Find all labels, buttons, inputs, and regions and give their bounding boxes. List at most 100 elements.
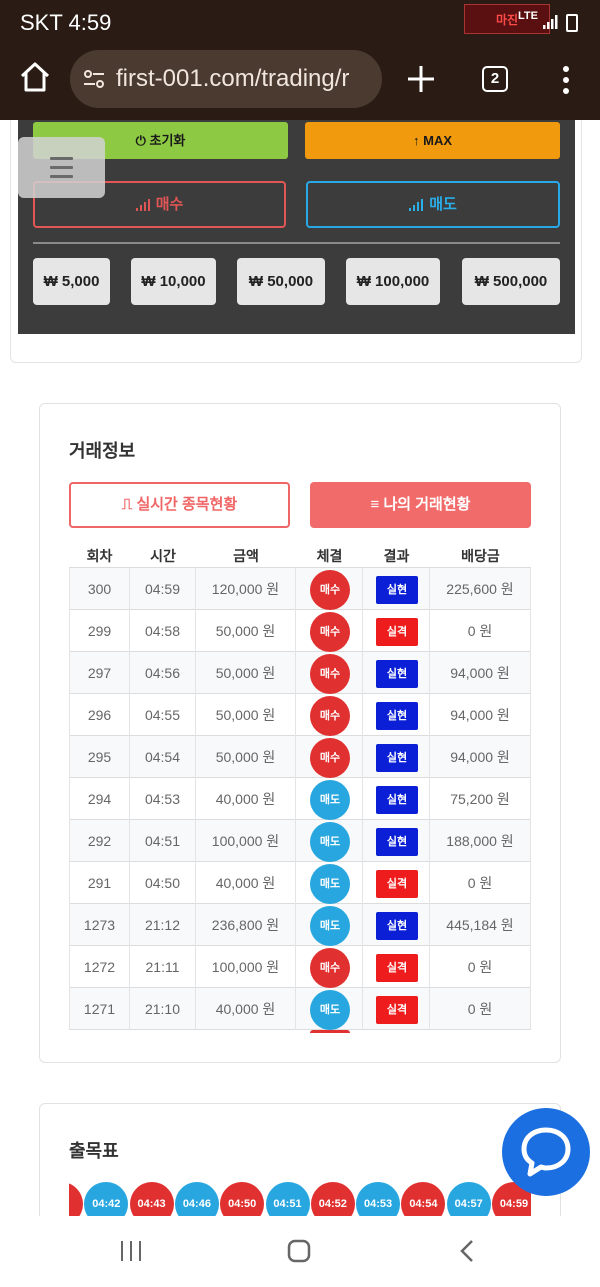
- signal-bars-icon: [135, 199, 150, 212]
- cell-time: 04:56: [130, 652, 196, 694]
- my-trades-button[interactable]: ≡ 나의 거래현황: [310, 482, 531, 528]
- buy-badge: 매수: [310, 570, 350, 610]
- panel-divider: [33, 242, 560, 244]
- draw-result-chip: [69, 1182, 83, 1226]
- realized-badge: 실현: [376, 912, 418, 940]
- amount-button-500000[interactable]: ₩ 500,000: [462, 258, 560, 305]
- max-button[interactable]: ↑ MAX: [305, 122, 560, 159]
- floating-menu-button[interactable]: [18, 137, 105, 198]
- list-icon: ≡: [370, 496, 384, 513]
- table-row: 1273 21:12 236,800 원 매도 실현 445,184 원: [69, 904, 531, 946]
- cell-fill: 매도: [296, 820, 363, 862]
- cell-result: 실현: [363, 904, 430, 946]
- table-row: 295 04:54 50,000 원 매수 실현 94,000 원: [69, 736, 531, 778]
- table-row: 1271 21:10 40,000 원 매도 실격 0 원: [69, 988, 531, 1030]
- cell-round: 299: [69, 610, 130, 652]
- table-row: 297 04:56 50,000 원 매수 실현 94,000 원: [69, 652, 531, 694]
- lost-badge: 실격: [376, 618, 418, 646]
- cell-fill: 매도: [296, 862, 363, 904]
- cell-fill: 매도: [296, 988, 363, 1030]
- cell-payout: 0 원: [430, 862, 531, 904]
- cell-round: 292: [69, 820, 130, 862]
- amount-button-10000[interactable]: ₩ 10,000: [131, 258, 216, 305]
- cell-round: 295: [69, 736, 130, 778]
- cell-result: 실현: [363, 652, 430, 694]
- cell-time: 04:50: [130, 862, 196, 904]
- home-icon[interactable]: [16, 58, 54, 96]
- hamburger-icon: [50, 175, 73, 178]
- sell-badge: 매도: [310, 780, 350, 820]
- amount-button-5000[interactable]: ₩ 5,000: [33, 258, 110, 305]
- battery-icon: [566, 14, 578, 32]
- lost-badge: 실격: [376, 996, 418, 1024]
- hamburger-icon: [50, 166, 73, 169]
- cell-round: 294: [69, 778, 130, 820]
- lost-badge: 실격: [376, 870, 418, 898]
- cell-time: 04:55: [130, 694, 196, 736]
- power-icon: ⏻: [135, 133, 150, 148]
- realized-badge: 실현: [376, 576, 418, 604]
- cell-time: 04:51: [130, 820, 196, 862]
- amount-button-50000[interactable]: ₩ 50,000: [237, 258, 325, 305]
- column-header-round: 회차: [86, 548, 113, 564]
- cell-result: 실격: [363, 862, 430, 904]
- url-text[interactable]: first-001.com/trading/r: [116, 65, 350, 92]
- new-tab-icon[interactable]: [404, 62, 438, 96]
- cell-result: 실격: [363, 946, 430, 988]
- cell-time: 21:10: [130, 988, 196, 1030]
- realtime-status-button[interactable]: ⎍ 실시간 종목현황: [69, 482, 290, 528]
- sell-button[interactable]: 매도: [306, 181, 560, 228]
- cell-payout: 94,000 원: [430, 652, 531, 694]
- trade-history-table[interactable]: 300 04:59 120,000 원 매수 실현 225,600 원 299 04:58 50…: [69, 567, 531, 1033]
- cell-payout: 75,200 원: [430, 778, 531, 820]
- cell-amount: 40,000 원: [196, 862, 296, 904]
- column-header-amount: 금액: [233, 548, 259, 564]
- cell-amount: 40,000 원: [196, 988, 296, 1030]
- more-menu-icon[interactable]: [556, 64, 576, 96]
- buy-badge: 매수: [310, 948, 350, 988]
- cell-fill: 매도: [296, 778, 363, 820]
- table-row: 291 04:50 40,000 원 매도 실격 0 원: [69, 862, 531, 904]
- cell-time: 21:12: [130, 904, 196, 946]
- cell-fill: 매수: [296, 568, 363, 610]
- cell-result: 실격: [363, 988, 430, 1030]
- column-header-fill: 체결: [316, 548, 343, 564]
- home-nav-icon[interactable]: [286, 1238, 312, 1264]
- tab-switcher-button[interactable]: 2: [482, 66, 508, 92]
- reset-label: 초기화: [149, 133, 186, 148]
- cell-payout: 0 원: [430, 610, 531, 652]
- chat-bubble-icon: [521, 1127, 571, 1177]
- amount-button-100000[interactable]: ₩ 100,000: [346, 258, 440, 305]
- cell-round: 296: [69, 694, 130, 736]
- address-bar[interactable]: first-001.com/trading/r: [70, 50, 382, 108]
- cell-result: 실현: [363, 568, 430, 610]
- cell-payout: 94,000 원: [430, 736, 531, 778]
- draw-history-title: 출목표: [69, 1141, 119, 1161]
- cell-result: 실현: [363, 736, 430, 778]
- table-row: 296 04:55 50,000 원 매수 실현 94,000 원: [69, 694, 531, 736]
- cell-amount: 100,000 원: [196, 820, 296, 862]
- buy-badge: 매수: [310, 612, 350, 652]
- network-label: LTE: [518, 10, 538, 22]
- cell-fill: 매수: [296, 736, 363, 778]
- trade-info-title: 거래정보: [69, 441, 136, 461]
- arrow-up-icon: ↑: [412, 133, 424, 148]
- cell-time: 04:54: [130, 736, 196, 778]
- buy-button[interactable]: 매수: [33, 181, 286, 228]
- cell-payout: 188,000 원: [430, 820, 531, 862]
- cell-result: 실현: [363, 694, 430, 736]
- realized-badge: 실현: [376, 660, 418, 688]
- site-settings-icon[interactable]: [82, 67, 106, 91]
- back-icon[interactable]: [456, 1238, 482, 1264]
- browser-toolbar: first-001.com/trading/r 2: [0, 44, 600, 120]
- cell-amount: 50,000 원: [196, 736, 296, 778]
- realized-badge: 실현: [376, 744, 418, 772]
- signal-icon: [543, 15, 558, 29]
- recent-apps-icon[interactable]: [118, 1238, 144, 1264]
- chat-button[interactable]: [502, 1108, 590, 1196]
- sell-label: 매도: [429, 196, 457, 213]
- cell-payout: 445,184 원: [430, 904, 531, 946]
- realized-badge: 실현: [376, 702, 418, 730]
- cell-fill: 매수: [296, 694, 363, 736]
- cell-payout: 94,000 원: [430, 694, 531, 736]
